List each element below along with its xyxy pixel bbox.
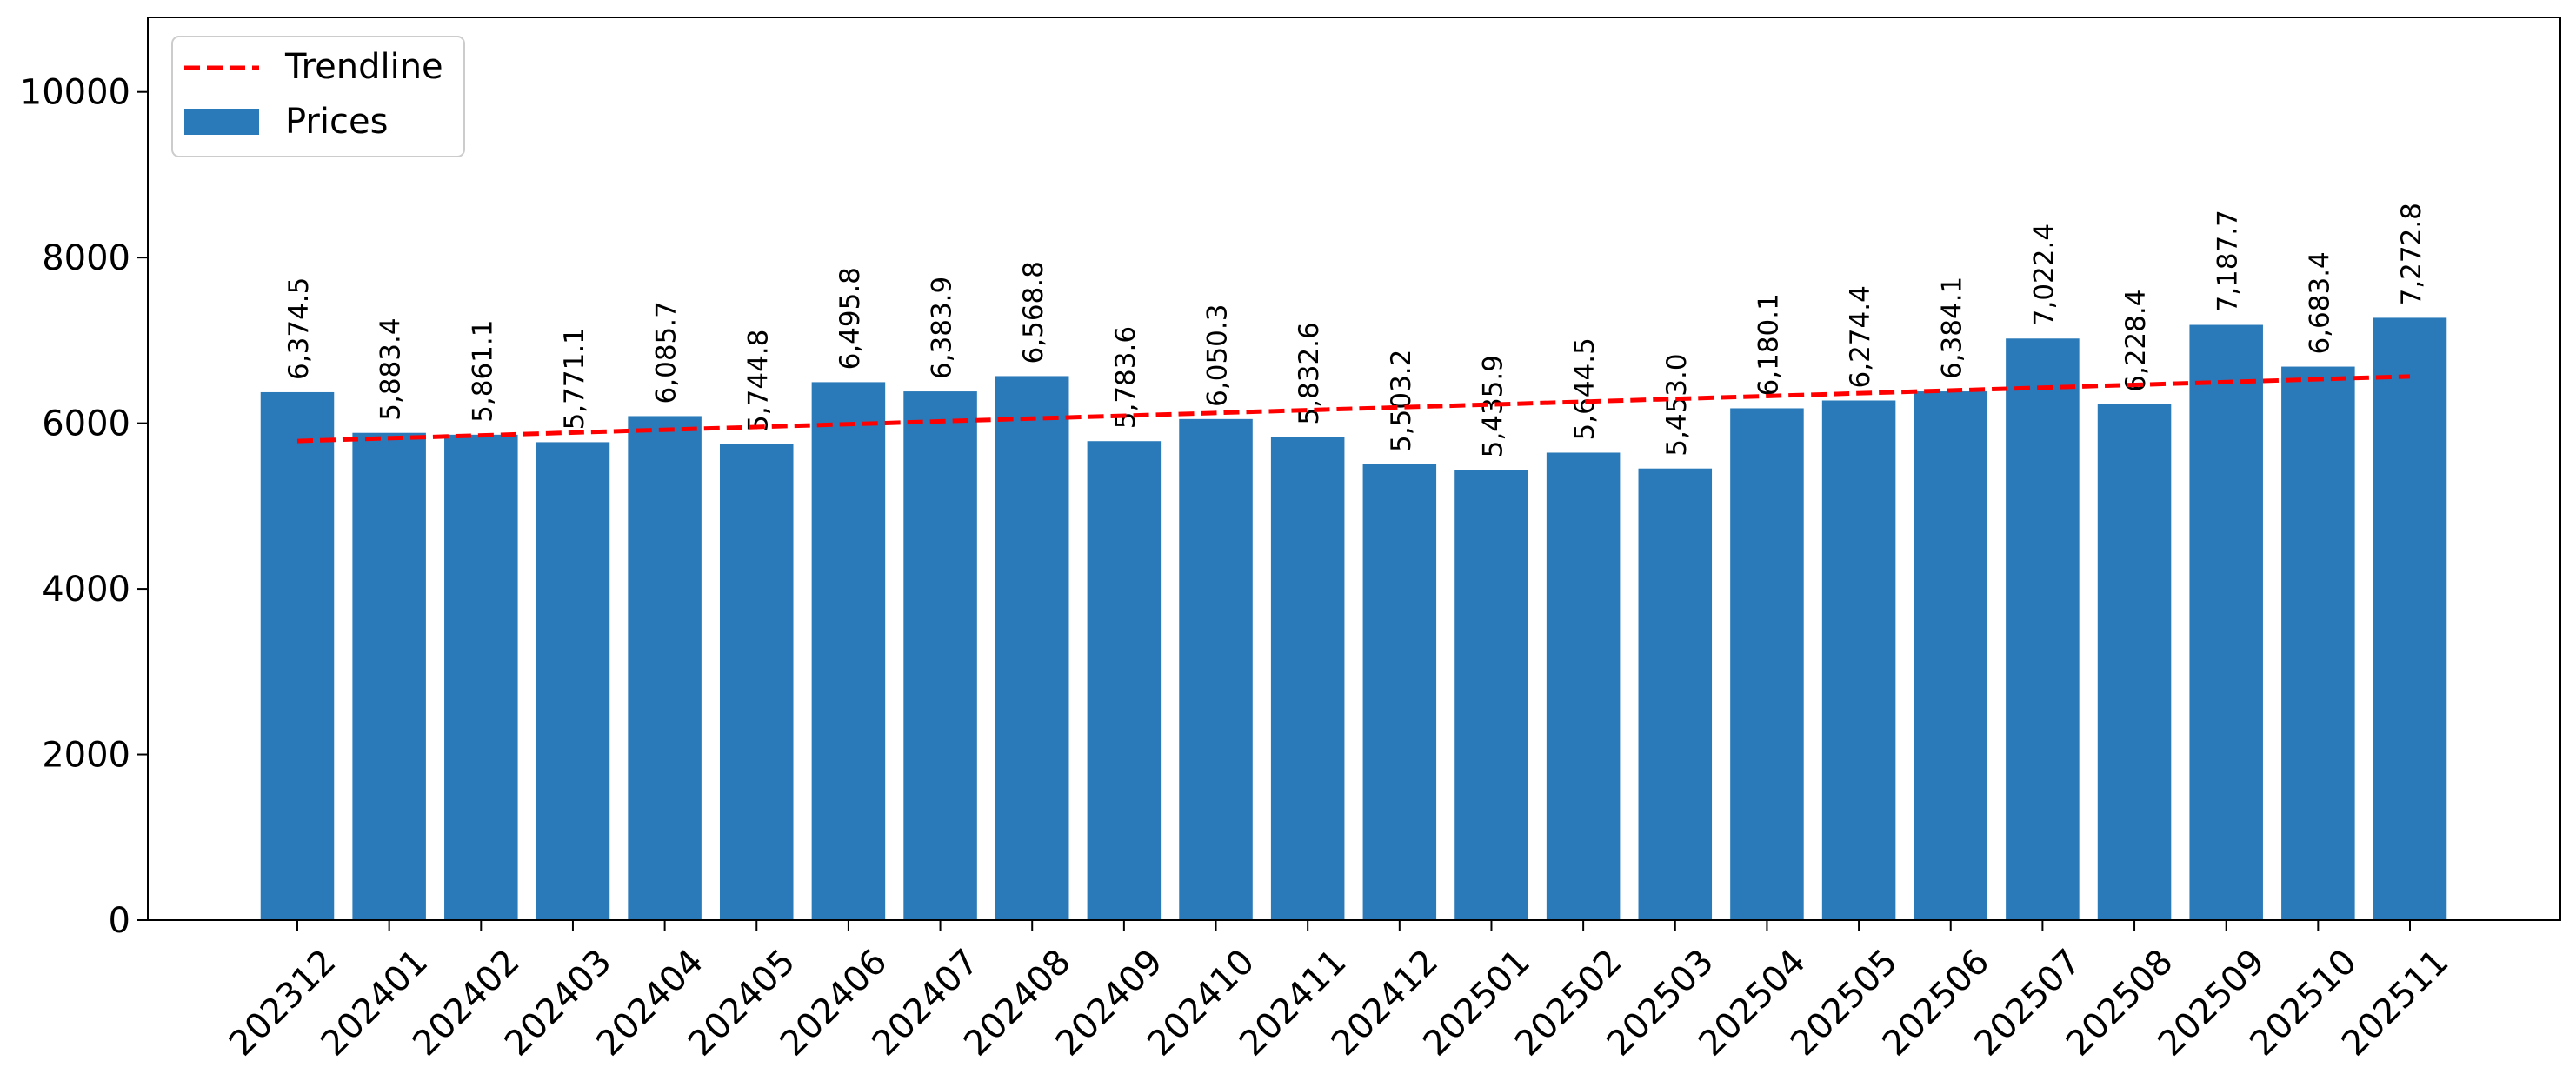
x-axis: 2023122024012024022024032024042024052024… [222,920,2456,1064]
bar-202503 [1638,468,1713,920]
bar-202409 [1087,441,1162,921]
bar-value-label: 6,568.8 [1018,261,1049,364]
bar-value-label: 5,783.6 [1110,326,1142,429]
trendline [296,374,2411,444]
bar-value-label: 5,861.1 [467,320,498,423]
bar-value-label: 7,187.7 [2213,210,2244,312]
bar-202403 [536,442,610,920]
y-tick-label: 6000 [42,404,130,444]
bar-202506 [1914,391,1987,920]
bar-value-label: 7,272.8 [2396,203,2427,305]
bar-202508 [2097,404,2172,920]
y-tick-label: 4000 [42,570,130,610]
bar-202407 [903,391,977,920]
y-tick-label: 10000 [20,73,130,113]
bar-202412 [1362,464,1437,920]
bar-value-label: 6,274.4 [1845,285,1876,388]
bar-labels-layer: 6,374.5 5,883.4 5,861.1 5,771.1 6,085.7 5,744… [283,203,2427,457]
bar-value-label: 6,374.5 [283,277,315,380]
bar-value-label: 5,771.1 [559,327,590,430]
bar-202406 [811,382,886,920]
bar-value-label: 6,683.4 [2304,251,2335,354]
bar-value-label: 6,050.3 [1202,304,1234,407]
legend-prices-label: Prices [285,102,388,142]
bar-value-label: 5,453.0 [1661,353,1693,456]
bar-202502 [1546,452,1621,920]
bars-layer [260,317,2447,921]
y-axis: 0 2000 4000 6000 8000 10000 [20,73,148,941]
bar-202507 [2006,338,2080,920]
bar-value-label: 6,495.8 [835,267,866,370]
y-tick-label: 2000 [42,736,130,776]
bar-202405 [720,444,794,920]
bar-202404 [628,416,702,920]
bar-value-label: 5,503.2 [1386,350,1417,452]
bar-202504 [1730,408,1804,921]
legend-trendline-label: Trendline [284,47,443,87]
y-tick-label: 8000 [42,238,130,278]
plot-frame [147,17,2561,921]
bar-202511 [2373,317,2447,921]
trendline-layer [296,374,2411,444]
bar-value-label: 6,180.1 [1753,293,1784,396]
bar-202501 [1454,470,1528,920]
bar-202505 [1821,400,1896,920]
bar-value-label: 6,384.1 [1937,277,1968,379]
legend-prices-swatch [184,109,259,135]
bar-202402 [444,434,518,920]
bar-202410 [1179,418,1253,920]
bar-202510 [2281,366,2355,921]
bar-202509 [2189,324,2263,920]
bar-value-label: 6,085.7 [651,301,682,404]
bar-value-label: 7,022.4 [2028,224,2060,326]
bar-202312 [260,391,335,920]
legend: Trendline Prices [171,36,465,157]
bar-value-label: 6,383.9 [927,277,958,379]
bar-202401 [352,432,426,920]
bar-202411 [1270,437,1345,920]
bar-value-label: 5,883.4 [376,317,407,420]
bar-value-label: 5,644.5 [1569,337,1601,440]
bar-202408 [995,376,1069,920]
bar-value-label: 5,744.8 [742,330,774,432]
bar-value-label: 6,228.4 [2120,290,2152,392]
y-tick-label: 0 [109,901,130,941]
